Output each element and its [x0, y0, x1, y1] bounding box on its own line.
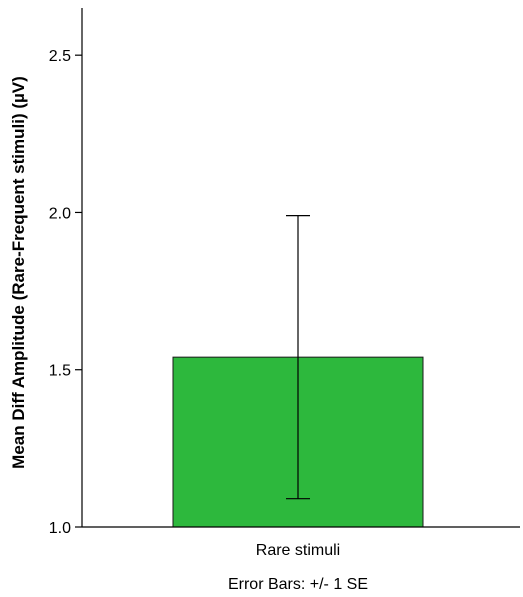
- y-axis-ticks: 1.0 1.5 2.0 2.5: [49, 48, 82, 537]
- y-tick-label: 1.5: [49, 363, 71, 380]
- y-axis-label: Mean Diff Amplitude (Rare-Frequent stimu…: [9, 76, 28, 469]
- error-bars-footnote: Error Bars: +/- 1 SE: [228, 576, 368, 593]
- y-tick-label: 2.0: [49, 205, 71, 222]
- plot-area: [172, 215, 424, 528]
- y-tick-label: 1.0: [49, 520, 71, 537]
- x-category-label: Rare stimuli: [256, 542, 340, 559]
- y-tick-label: 2.5: [49, 48, 71, 65]
